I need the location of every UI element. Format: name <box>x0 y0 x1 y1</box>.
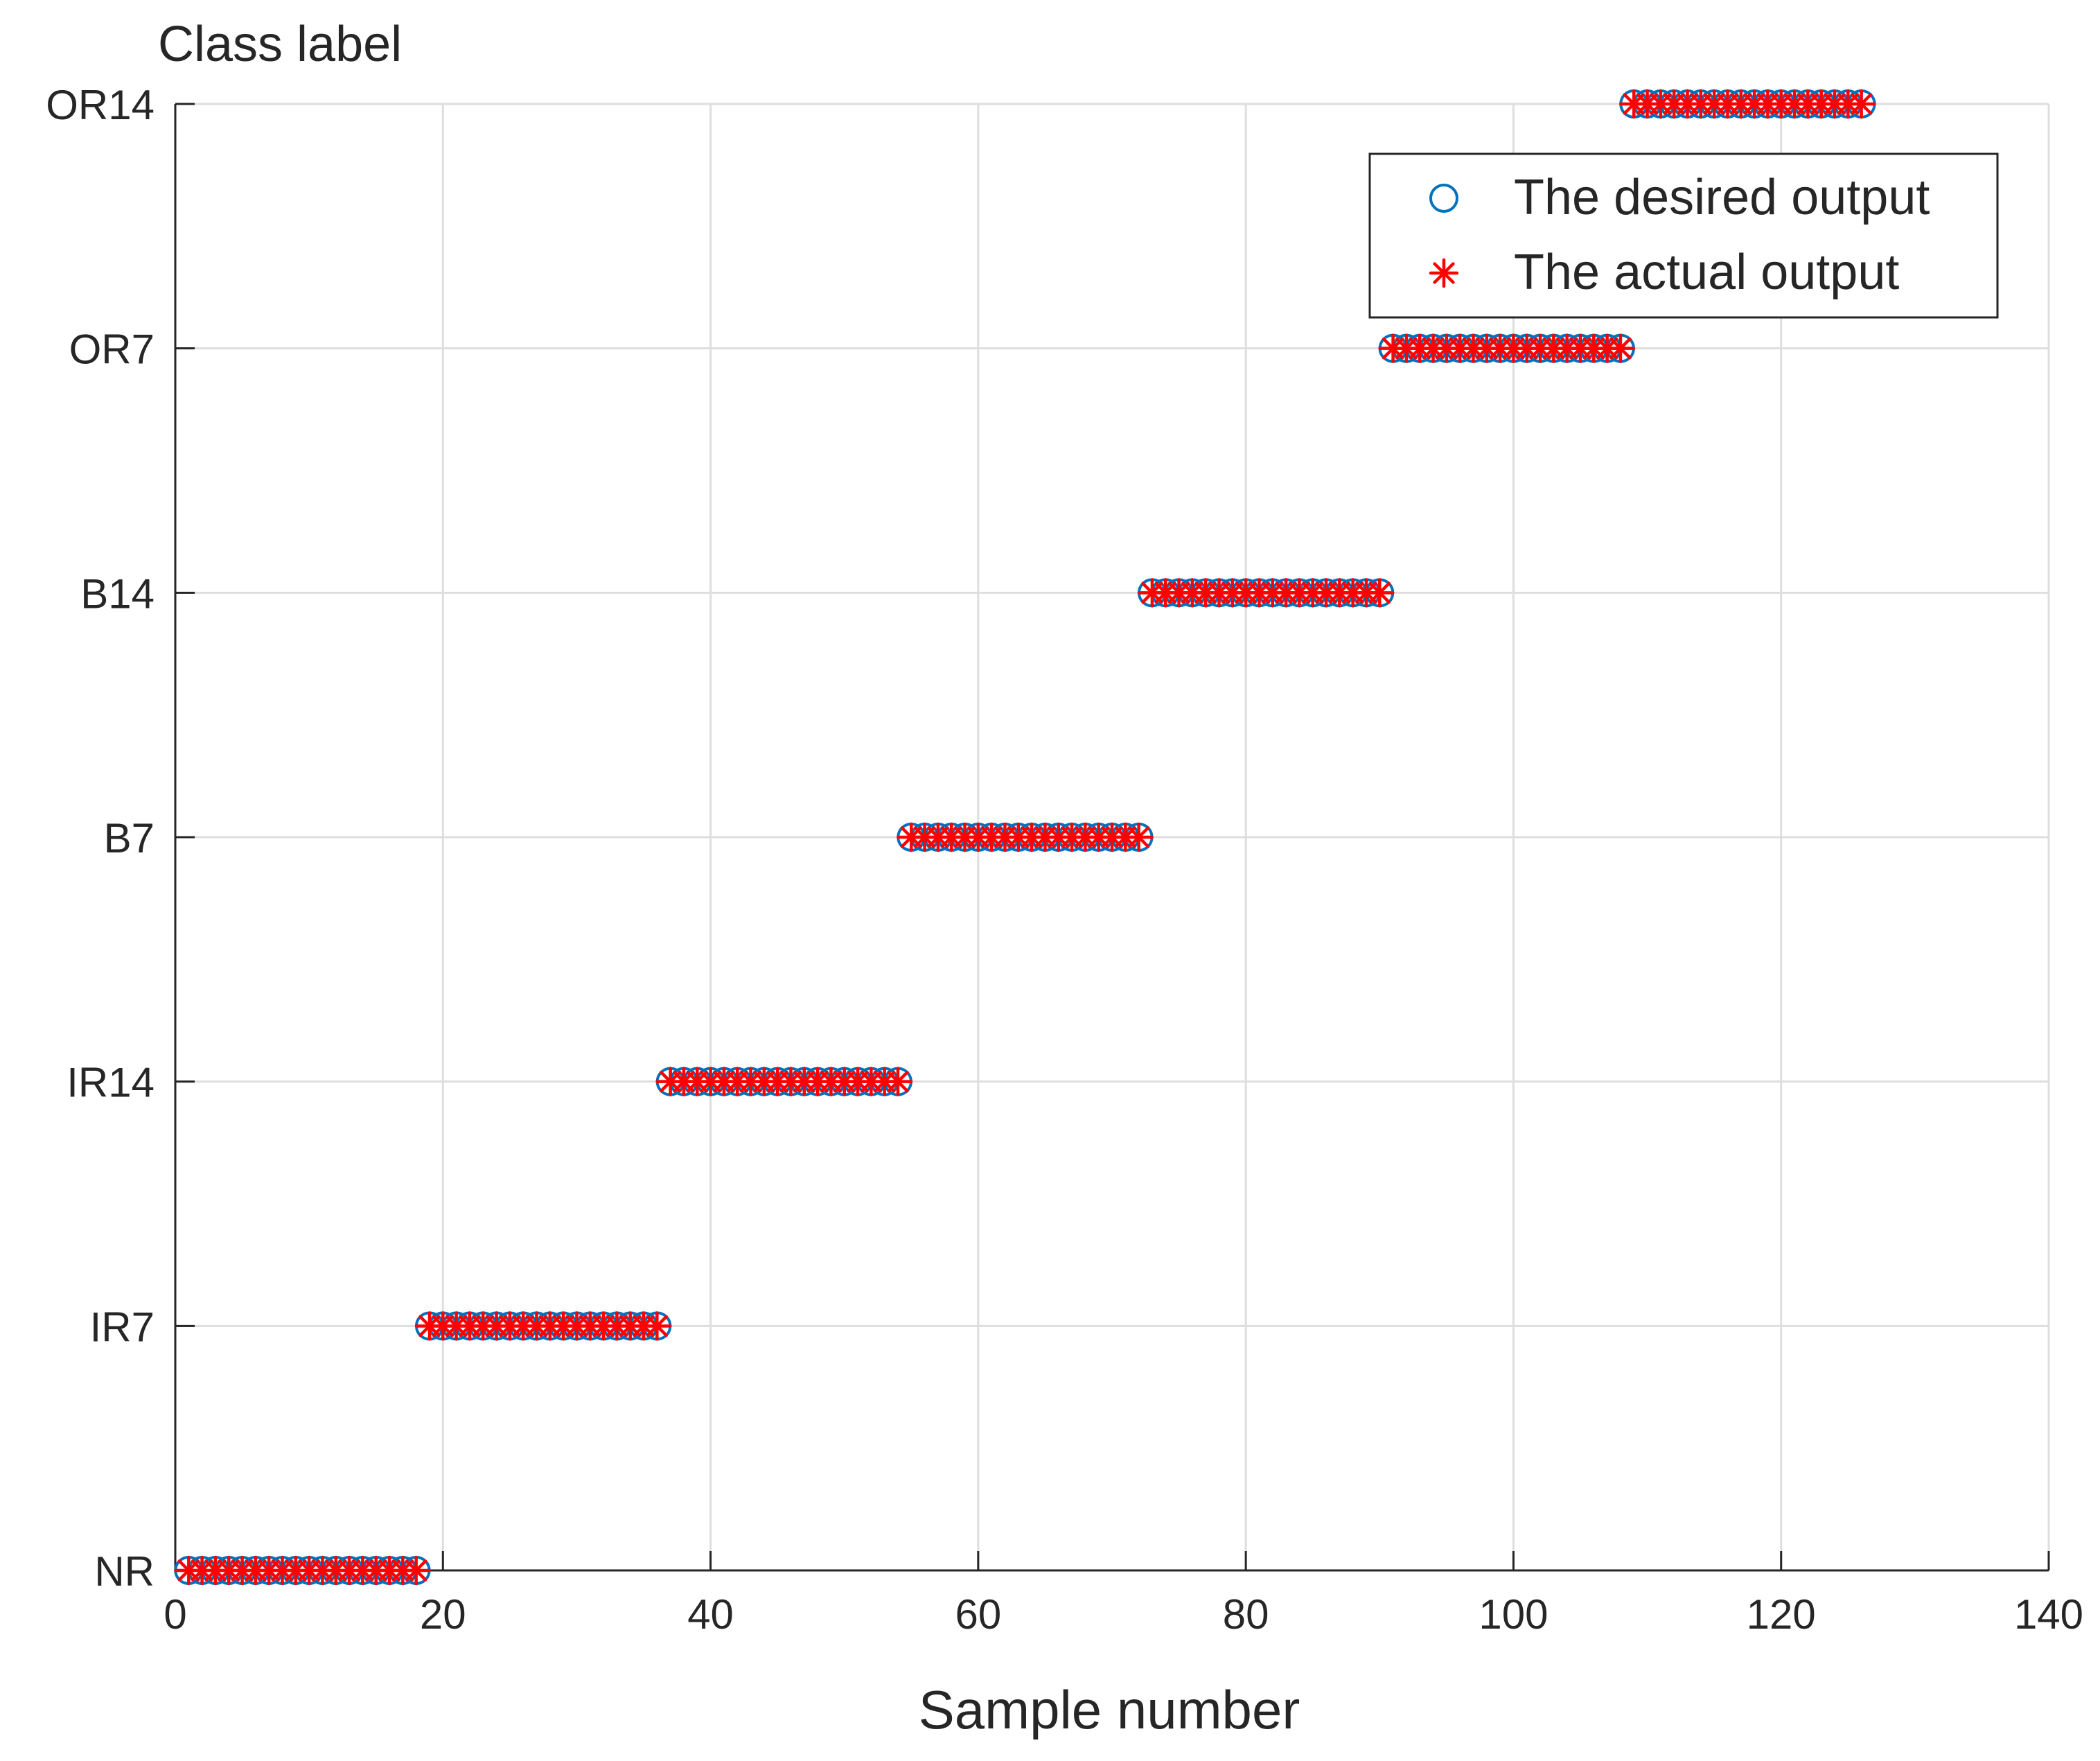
legend-box <box>1368 152 1999 319</box>
x-tick-label: 40 <box>687 1591 734 1638</box>
data-marks <box>174 89 1876 1586</box>
legend-entry-actual: The actual output <box>1514 245 1899 300</box>
axes: 0 20 40 60 80 100 120 140 NR IR7 IR14 B7 B14 OR7 OR14 <box>46 82 2083 1638</box>
x-tick-label: 0 <box>164 1591 186 1638</box>
y-tick-label: OR14 <box>46 82 155 128</box>
x-tick-label: 60 <box>955 1591 1001 1638</box>
actual-output-point <box>1365 578 1395 608</box>
y-tick-label: B14 <box>80 570 155 617</box>
actual-output-point <box>401 1555 431 1586</box>
legend: The desired output The actual output <box>1368 152 1999 319</box>
y-tick-label: B7 <box>104 815 155 861</box>
legend-marker-circle <box>1429 184 1458 213</box>
x-tick-label: 140 <box>2014 1591 2083 1638</box>
legend-entry-desired: The desired output <box>1514 170 1930 225</box>
x-tick-label: 80 <box>1223 1591 1269 1638</box>
actual-output-point <box>642 1311 672 1341</box>
y-tick-label: OR7 <box>69 326 155 373</box>
y-tick-label: IR14 <box>67 1060 155 1106</box>
x-tick-label: 100 <box>1479 1591 1548 1638</box>
actual-output-point <box>1605 333 1636 363</box>
x-tick-label: 20 <box>420 1591 466 1638</box>
x-axis-label: Sample number <box>919 1679 1300 1740</box>
y-tick-label: IR7 <box>90 1304 155 1350</box>
actual-output-point <box>1124 822 1154 852</box>
y-axis-label: Class label <box>158 17 402 72</box>
legend-marker-asterisk <box>1429 258 1459 288</box>
actual-output-point <box>883 1067 913 1096</box>
y-tick-label: NR <box>94 1548 155 1595</box>
actual-output-point <box>1846 89 1876 119</box>
x-tick-label: 120 <box>1747 1591 1816 1638</box>
